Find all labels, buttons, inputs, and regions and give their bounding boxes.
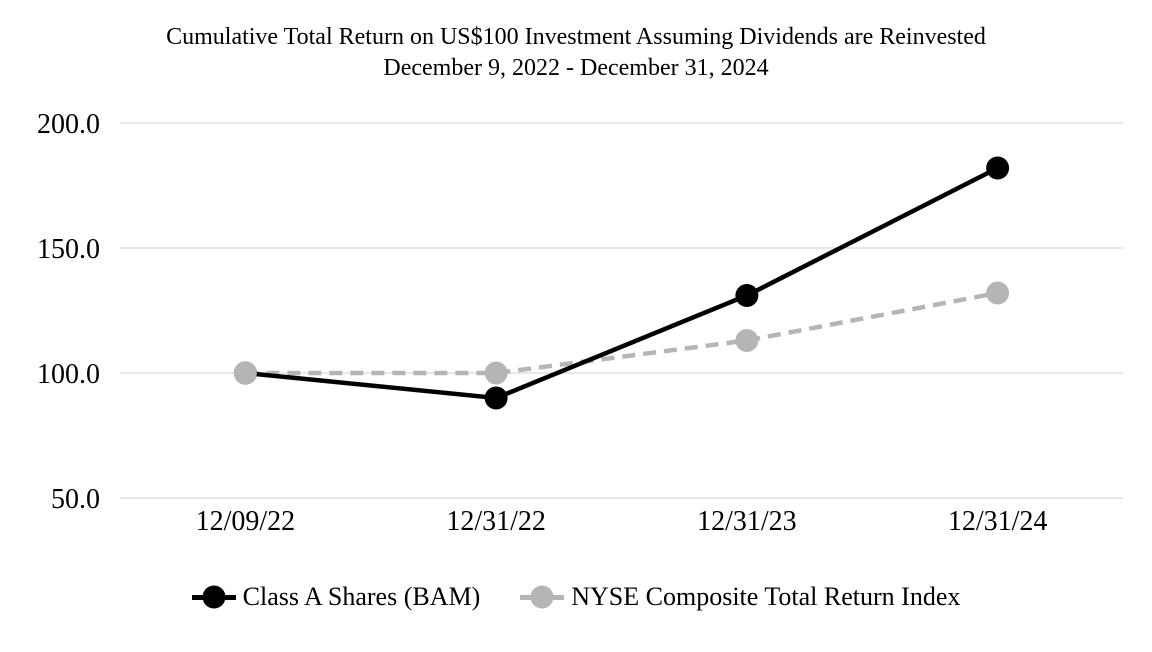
- legend-label: Class A Shares (BAM): [242, 582, 481, 611]
- data-point-marker: [484, 361, 508, 385]
- legend-label: NYSE Composite Total Return Index: [571, 582, 961, 611]
- legend-marker-gray-dot-icon: [520, 584, 565, 610]
- x-axis-label: 12/31/23: [697, 506, 797, 537]
- y-tick-label: 150.0: [37, 234, 100, 265]
- chart-title-block: Cumulative Total Return on US$100 Invest…: [0, 22, 1152, 84]
- data-point-marker: [735, 329, 759, 352]
- y-tick-label: 50.0: [51, 484, 100, 515]
- data-point-marker: [986, 281, 1010, 305]
- series-line: [245, 165, 999, 401]
- data-point-marker: [735, 284, 759, 307]
- data-point-marker: [986, 156, 1010, 180]
- chart-subtitle: December 9, 2022 - December 31, 2024: [383, 55, 769, 81]
- y-tick-label: 200.0: [37, 109, 100, 140]
- x-axis-label: 12/31/22: [446, 506, 546, 537]
- legend-item-nyse-index: NYSE Composite Total Return Index: [520, 582, 960, 612]
- legend-marker-black-dot-icon: [191, 584, 236, 610]
- series-line: [245, 290, 999, 376]
- chart-title: Cumulative Total Return on US$100 Invest…: [166, 24, 986, 50]
- x-axis-label: 12/31/24: [948, 506, 1048, 537]
- y-tick-label: 100.0: [37, 359, 100, 390]
- data-point-marker: [233, 361, 257, 385]
- legend-item-class-a-shares: Class A Shares (BAM): [191, 582, 481, 612]
- data-point-marker: [484, 386, 508, 410]
- x-axis-label: 12/09/22: [196, 506, 296, 537]
- chart-legend: Class A Shares (BAM) NYSE Composite Tota…: [0, 582, 1152, 612]
